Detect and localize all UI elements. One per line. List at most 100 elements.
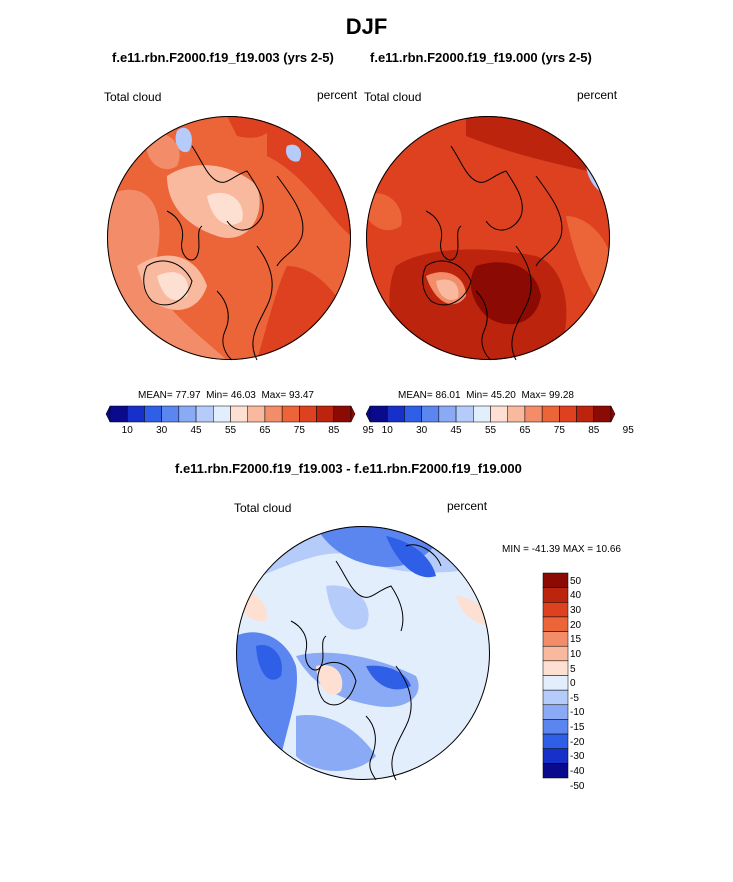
panel-1-variable: Total cloud — [104, 90, 162, 104]
panel-3-colorbar-box — [542, 631, 569, 647]
panel-2-colorbar-tick: 85 — [588, 425, 600, 436]
panel-1-max: 93.47 — [288, 390, 314, 401]
panel-1-colorbar-box — [144, 405, 162, 423]
panel-1-colorbar-tick: 65 — [259, 425, 271, 436]
panel-1-colorbar-box — [213, 405, 231, 423]
panel-1-colorbar-box — [126, 405, 145, 423]
panel-2-colorbar-box — [524, 405, 543, 423]
panel-3-colorbar-tick: 5 — [570, 663, 576, 675]
panel-1-colorbar-tick: 55 — [224, 425, 237, 436]
panel-1-colorbar-box — [333, 405, 352, 423]
panel-3-title: f.e11.rbn.F2000.f19_f19.003 - f.e11.rbn.… — [175, 461, 522, 476]
panel-3-colorbar-box — [542, 602, 569, 618]
panel-1-colorbar-tick: 75 — [293, 425, 305, 436]
panel-1-map — [107, 116, 351, 361]
panel-3-colorbar-tick: -15 — [570, 722, 585, 734]
panel-2-colorbar-box — [490, 405, 508, 423]
panel-2-colorbar-tick: 30 — [416, 425, 428, 436]
panel-3-map — [236, 526, 490, 781]
panel-1-colorbar-box — [109, 405, 128, 423]
panel-1-colorbar-box — [264, 405, 283, 423]
panel-2-colorbar-box — [507, 405, 526, 423]
panel-2-colorbar-box — [455, 405, 474, 423]
panel-2-colorbar-tick: 45 — [450, 425, 462, 436]
panel-2-map — [366, 116, 610, 361]
panel-3-colorbar-tick: -10 — [570, 707, 585, 719]
panel-3-colorbar-box — [542, 675, 569, 691]
panel-2-colorbar-tick: 10 — [381, 425, 393, 436]
panel-3-colorbar-box — [542, 587, 569, 603]
panel-3-colorbar-box — [542, 660, 569, 676]
panel-2-min: 45.20 — [490, 390, 516, 401]
panel-2-colorbar-box — [541, 405, 560, 423]
panel-2-colorbar-box — [369, 405, 388, 423]
panel-2-colorbar-tick: 95 — [622, 425, 634, 436]
panel-3-units: percent — [447, 499, 488, 513]
panel-3-colorbar-tick: -5 — [570, 692, 579, 704]
panel-2-colorbar-box — [559, 405, 577, 423]
panel-1-title: f.e11.rbn.F2000.f19_f19.003 (yrs 2-5) — [112, 50, 334, 65]
panel-1-colorbar-box — [161, 405, 180, 423]
panel-1-colorbar-tick: 85 — [328, 425, 340, 436]
panel-1-colorbar-box — [281, 405, 300, 423]
panel-3-colorbar-box — [542, 616, 569, 632]
panel-2-colorbar-ticks: 10 30 45 55 65 75 85 95 — [366, 425, 634, 439]
panel-3-colorbar-tick: -40 — [570, 766, 585, 777]
panel-2-stats: MEAN= 86.01 Min= 45.20 Max= 99.28 — [398, 390, 574, 401]
panel-3-colorbar-box — [542, 689, 569, 706]
panel-1-colorbar — [105, 405, 356, 423]
panel-2-colorbar-box — [438, 405, 457, 423]
panel-1-mean: 77.97 — [175, 390, 201, 401]
panel-1-colorbar-end-right — [350, 405, 356, 423]
panel-1-colorbar-tick: 95 — [362, 425, 374, 436]
panel-3-colorbar — [542, 572, 569, 779]
panel-2-title: f.e11.rbn.F2000.f19_f19.000 (yrs 2-5) — [370, 50, 592, 65]
panel-1-colorbar-box — [230, 405, 248, 423]
panel-2-colorbar-tick: 75 — [553, 425, 565, 436]
panel-3-colorbar-box — [542, 645, 569, 662]
panel-1-colorbar-box — [195, 405, 214, 423]
panel-2-colorbar — [365, 405, 616, 423]
panel-1-colorbar-tick: 10 — [121, 425, 133, 436]
panel-3-variable: Total cloud — [234, 501, 292, 515]
panel-3-colorbar-box — [542, 733, 569, 749]
panel-3-colorbar-box — [542, 763, 569, 779]
panel-1-min: 46.03 — [230, 390, 256, 401]
panel-2-colorbar-tick: 55 — [484, 425, 497, 436]
panel-3-colorbar-tick: 20 — [570, 619, 582, 631]
panel-2-max: 99.28 — [548, 390, 574, 401]
panel-1-colorbar-tick: 30 — [156, 425, 168, 436]
panel-2-colorbar-box — [576, 405, 595, 423]
panel-2-colorbar-box — [404, 405, 422, 423]
panel-3-colorbar-tick: -50 — [570, 780, 585, 792]
panel-3-colorbar-tick: 15 — [570, 634, 582, 646]
panel-1-colorbar-box — [178, 405, 197, 423]
panel-2-colorbar-box — [421, 405, 440, 423]
panel-2-mean: 86.01 — [435, 390, 461, 401]
panel-1-units: percent — [317, 88, 358, 102]
panel-1-colorbar-end-left — [105, 405, 111, 423]
panel-3-colorbar-box — [542, 748, 569, 764]
panel-3-colorbar-ticks: 50 40 30 20 15 10 5 0 -5 -10 -15 -20 -30 -40 -50 — [570, 573, 600, 792]
panel-3-colorbar-tick: -30 — [570, 751, 585, 763]
panel-2-units: percent — [577, 88, 618, 102]
panel-2-colorbar-box — [473, 405, 491, 423]
panel-1-colorbar-tick: 45 — [190, 425, 202, 436]
panel-1-colorbar-ticks: 10 30 45 55 65 75 85 95 — [106, 425, 374, 439]
panel-2-variable: Total cloud — [364, 90, 422, 104]
panel-3-colorbar-tick: 30 — [570, 604, 582, 616]
panel-3-colorbar-tick: 40 — [570, 590, 582, 602]
panel-3-colorbar-box — [542, 572, 569, 588]
panel-1-colorbar-box — [299, 405, 317, 423]
panel-2-colorbar-box — [386, 405, 405, 423]
panel-2-colorbar-end-right — [610, 405, 616, 423]
panel-1-colorbar-box — [316, 405, 335, 423]
panel-1-colorbar-box — [247, 405, 266, 423]
panel-3-minmax: MIN = -41.39 MAX = 10.66 — [502, 544, 621, 555]
panel-3-colorbar-tick: -20 — [570, 736, 585, 748]
panel-2-colorbar-end-left — [365, 405, 371, 423]
panel-3-colorbar-tick: 0 — [570, 678, 576, 690]
panel-3-colorbar-box — [542, 719, 569, 735]
panel-3-colorbar-box — [542, 704, 569, 720]
panel-3-colorbar-tick: 50 — [570, 575, 582, 587]
